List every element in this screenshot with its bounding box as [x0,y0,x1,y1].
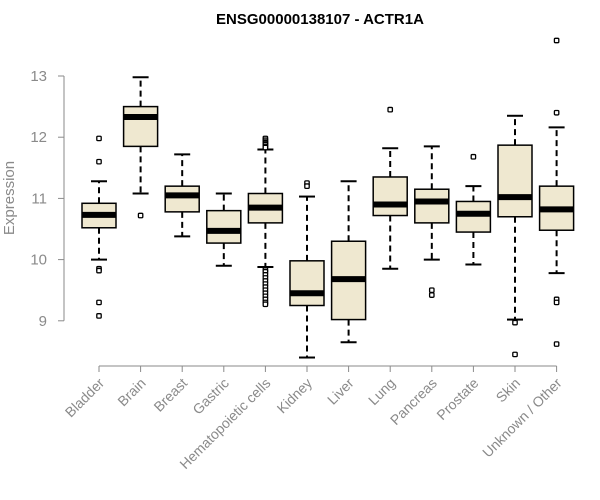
box-unknown-other [538,37,575,347]
box-hematopoietic-cells [247,135,284,308]
outlier-point [96,299,102,306]
y-tick-label: 11 [31,190,47,207]
box-prostate [455,153,492,266]
y-axis: 9 10 11 12 13 [30,68,65,330]
x-tick-label: Breast [150,375,190,415]
outlier-point [428,287,435,294]
box-series [81,37,575,359]
y-tick-label: 9 [39,313,47,330]
x-tick-label: Skin [493,375,524,406]
x-tick-label: Bladder [62,375,108,421]
outlier-point [96,135,102,142]
box-iqr [122,105,159,148]
x-tick-label: Unknown / Other [479,375,565,461]
outlier-point [553,341,560,347]
x-tick-label: Liver [324,375,357,408]
box-gastric [206,192,242,267]
box-pancreas [414,145,450,298]
outlier-point [96,313,102,319]
box-iqr [206,209,242,244]
outlier-point [96,267,102,274]
box-iqr [414,188,450,224]
box-bladder [81,135,117,319]
outlier-point [96,158,102,165]
box-iqr [164,185,200,213]
y-axis-label: Expression [1,161,18,235]
outlier-point [304,183,310,190]
outlier-point [387,106,394,113]
box-iqr [497,144,533,218]
box-iqr [372,176,408,217]
box-liver [330,180,367,344]
y-tick-label: 13 [30,68,47,85]
chart-title: ENSG00000138107 - ACTR1A [216,11,424,28]
box-brain [122,76,159,219]
outlier-point [553,299,560,306]
box-iqr [289,260,325,307]
outlier-point [137,212,144,219]
x-tick-label: Kidney [274,375,316,417]
outlier-point [428,292,435,298]
outlier-point [470,153,477,160]
outlier-point [262,301,269,308]
outlier-point [553,37,560,44]
y-tick-label: 10 [30,252,47,269]
outlier-point [262,144,269,151]
outlier-point [512,351,518,358]
box-breast [164,153,200,238]
x-tick-label: Prostate [433,375,481,423]
x-tick-label: Lung [365,375,398,408]
box-kidney [289,180,325,359]
x-tick-label: Brain [114,375,148,409]
box-iqr [455,200,492,233]
outlier-point [512,319,518,326]
y-tick-label: 12 [30,129,47,146]
box-skin [497,114,533,358]
box-lung [372,106,408,270]
outlier-point [553,109,560,116]
